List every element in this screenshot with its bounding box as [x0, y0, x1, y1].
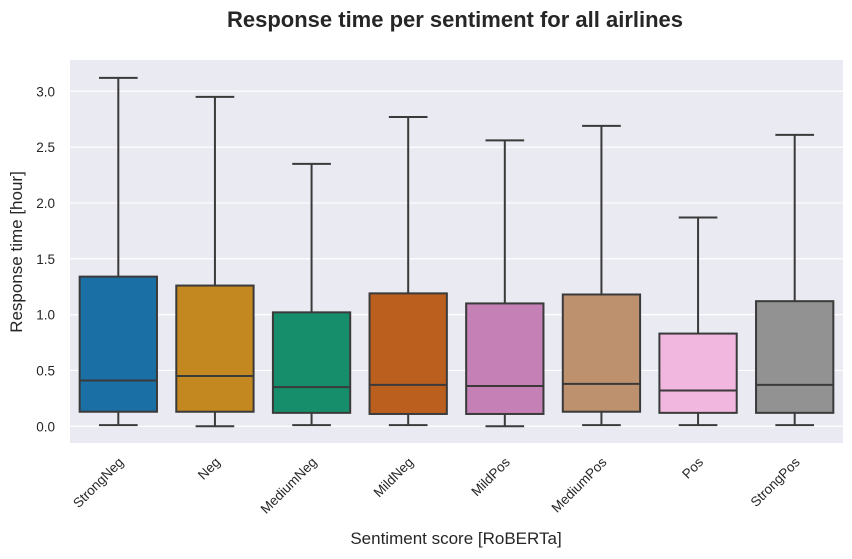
box-StrongNeg [78, 76, 158, 427]
box-StrongPos [755, 133, 835, 427]
iqr-box [658, 332, 738, 414]
iqr-box [465, 302, 545, 415]
y-tick-label: 2.5 [36, 140, 55, 155]
y-tick-label: 1.0 [36, 308, 55, 323]
box-MildPos [465, 139, 545, 428]
y-tick-label: 0.5 [36, 363, 55, 378]
iqr-box [368, 292, 448, 415]
iqr-box [271, 311, 352, 414]
box-MediumNeg [271, 162, 352, 427]
x-tick-label: StrongNeg [70, 455, 126, 511]
chart-title: Response time per sentiment for all airl… [227, 7, 683, 32]
iqr-box [175, 284, 255, 413]
x-axis-label: Sentiment score [RoBERTa] [350, 529, 561, 548]
y-axis-label: Response time [hour] [7, 171, 26, 333]
iqr-box [755, 300, 835, 414]
box-Pos [658, 216, 738, 427]
y-tick-label: 0.0 [36, 419, 55, 434]
x-tick-label: MildPos [468, 454, 513, 499]
x-tick-label: Neg [195, 455, 223, 483]
x-tick-label: MildNeg [371, 455, 417, 501]
box-Neg [175, 95, 255, 428]
x-axis-ticks: StrongNeg Neg MediumNeg MildNeg MildPos Mediu… [70, 454, 803, 516]
y-tick-label: 3.0 [36, 84, 55, 99]
box-series [78, 76, 835, 428]
y-tick-label: 2.0 [36, 196, 55, 211]
y-tick-label: 1.5 [36, 252, 55, 267]
y-axis-ticks: 0.0 0.5 1.0 1.5 2.0 2.5 3.0 [36, 84, 55, 434]
box-MildNeg [368, 115, 448, 427]
iqr-box [78, 275, 158, 413]
box-MediumPos [561, 124, 642, 427]
x-tick-label: MediumPos [549, 454, 610, 515]
iqr-box [561, 293, 642, 413]
x-tick-label: MediumNeg [258, 455, 320, 517]
x-tick-label: StrongPos [748, 454, 803, 509]
x-tick-label: Pos [679, 454, 706, 481]
